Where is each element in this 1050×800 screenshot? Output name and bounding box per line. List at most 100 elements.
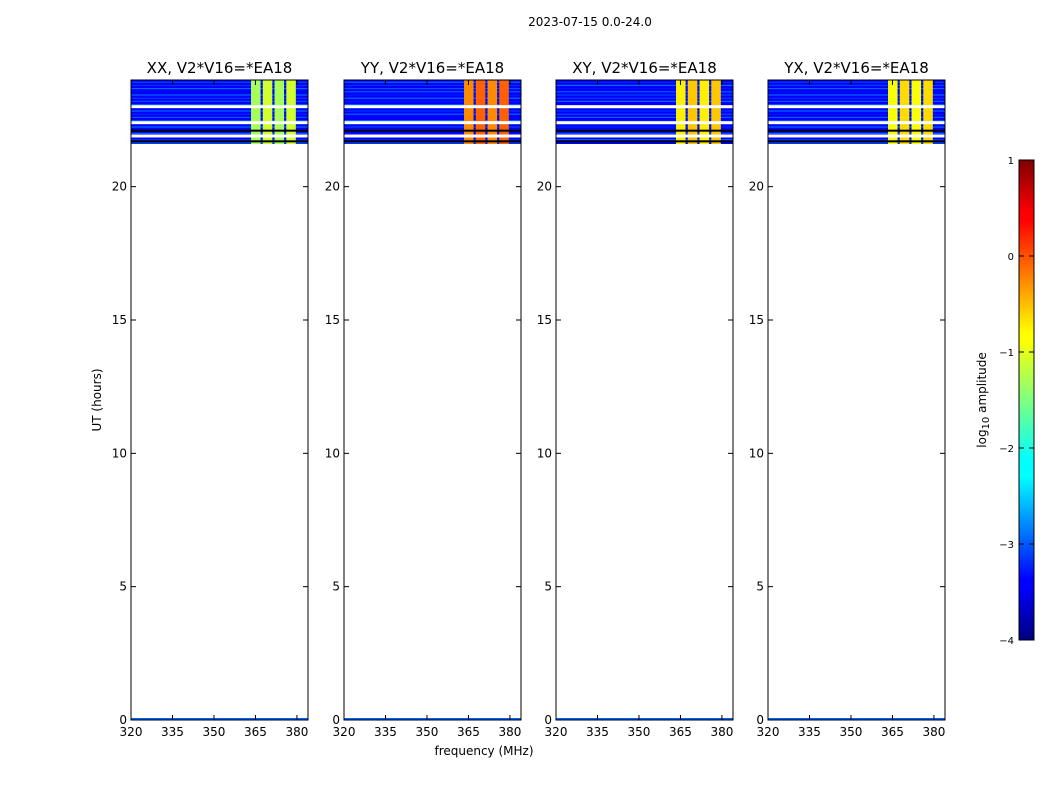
heatmap-row	[131, 81, 308, 83]
x-tick-label: 365	[881, 725, 904, 739]
colorbar-tick-label: −3	[999, 540, 1014, 551]
heatmap-baseline	[556, 718, 733, 720]
heatmap-block	[911, 80, 922, 144]
heatmap-separator	[768, 140, 945, 143]
heatmap-row	[556, 126, 733, 128]
panel-1: XX, V2*V16=*EA18 320 335 350 365 380 0 5 10 15 20	[112, 59, 309, 739]
y-tick-label: 0	[332, 713, 340, 727]
y-tick-label: 10	[537, 446, 552, 460]
heatmap-separator	[768, 129, 945, 132]
heatmap-row	[344, 84, 521, 86]
heatmap-row	[131, 110, 308, 112]
y-axis-label: UT (hours)	[90, 368, 104, 431]
x-tick-label: 335	[586, 725, 609, 739]
colorbar-tick-label: −4	[999, 636, 1014, 647]
heatmap-block	[888, 80, 898, 144]
heatmap-row	[556, 94, 733, 96]
heatmap-row	[556, 84, 733, 86]
x-tick-label: 335	[374, 725, 397, 739]
x-tick-label: 380	[922, 725, 945, 739]
y-tick-label: 5	[119, 580, 127, 594]
heatmap-row	[556, 110, 733, 112]
heatmap-row	[344, 88, 521, 90]
colorbar-label-sub: 10	[981, 417, 992, 430]
heatmap-row	[131, 139, 308, 141]
x-axis-label: frequency (MHz)	[434, 744, 533, 758]
heatmap-block	[464, 80, 474, 144]
heatmap-row	[344, 139, 521, 141]
heatmap-block	[676, 80, 686, 144]
heatmap-baseline	[768, 718, 945, 720]
x-tick-label: 320	[545, 725, 568, 739]
heatmap-row	[768, 116, 945, 118]
x-tick-label: 350	[416, 725, 439, 739]
y-tick-label: 5	[544, 580, 552, 594]
heatmap-row	[131, 100, 308, 102]
y-tick-label: 15	[325, 313, 340, 327]
y-tick-label: 0	[756, 713, 764, 727]
heatmap-row	[131, 84, 308, 86]
heatmap-block	[487, 80, 498, 144]
panel-title: XY, V2*V16=*EA18	[572, 59, 717, 77]
heatmap-row	[131, 104, 308, 106]
heatmap-block	[274, 80, 285, 144]
heatmap-row	[131, 126, 308, 128]
heatmap-block	[499, 80, 509, 144]
heatmap-row	[344, 91, 521, 93]
heatmap-separator	[556, 129, 733, 132]
x-tick-label: 350	[203, 725, 226, 739]
colorbar-tick-label: −2	[999, 444, 1014, 455]
x-tick-label: 365	[457, 725, 480, 739]
heatmap-row	[131, 120, 308, 122]
heatmap-gap	[768, 105, 945, 109]
y-tick-label: 15	[749, 313, 764, 327]
y-tick-label: 10	[325, 446, 340, 460]
heatmap-row	[131, 113, 308, 115]
heatmap-row	[768, 94, 945, 96]
heatmap-gap	[131, 121, 308, 125]
heatmap-gap	[131, 134, 308, 138]
x-tick-label: 320	[333, 725, 356, 739]
heatmap-separator	[131, 140, 308, 143]
heatmap-row	[131, 142, 308, 144]
heatmap-row	[344, 81, 521, 83]
heatmap-row	[131, 91, 308, 93]
heatmap-row	[768, 120, 945, 122]
figure-suptitle: 2023-07-15 0.0-24.0	[528, 15, 652, 29]
heatmap-row	[131, 94, 308, 96]
x-tick-label: 365	[244, 725, 267, 739]
x-tick-label: 320	[120, 725, 143, 739]
y-tick-label: 0	[544, 713, 552, 727]
heatmap-row	[556, 81, 733, 83]
colorbar-gradient	[1018, 159, 1035, 641]
heatmap-row	[768, 84, 945, 86]
heatmap-row	[344, 104, 521, 106]
panel-frame	[767, 79, 946, 721]
x-tick-label: 350	[840, 725, 863, 739]
heatmap-gap	[556, 134, 733, 138]
heatmap-row	[344, 142, 521, 144]
x-tick-label: 335	[161, 725, 184, 739]
heatmap-row	[556, 113, 733, 115]
y-tick-label: 15	[537, 313, 552, 327]
colorbar-tick-label: 1	[1008, 156, 1014, 167]
heatmap-separator	[556, 140, 733, 143]
panel-4: YX, V2*V16=*EA18 320 335 350 365 380 0 5 10 15 20	[749, 59, 946, 739]
heatmap-row	[556, 120, 733, 122]
heatmap-row	[344, 97, 521, 99]
y-tick-label: 20	[537, 180, 552, 194]
panel-title: YY, V2*V16=*EA18	[360, 59, 504, 77]
colorbar: log10 amplitude 10−1−2−3−4	[975, 156, 1035, 647]
y-tick-label: 5	[756, 580, 764, 594]
heatmap-separator	[131, 129, 308, 132]
heatmap-block	[899, 80, 910, 144]
heatmap-row	[768, 88, 945, 90]
x-tick-label: 350	[628, 725, 651, 739]
heatmap-gap	[556, 121, 733, 125]
panel-frame	[130, 79, 309, 721]
heatmap-row	[768, 139, 945, 141]
heatmap-row	[556, 88, 733, 90]
heatmap-baseline	[131, 718, 308, 720]
heatmap-row	[344, 100, 521, 102]
